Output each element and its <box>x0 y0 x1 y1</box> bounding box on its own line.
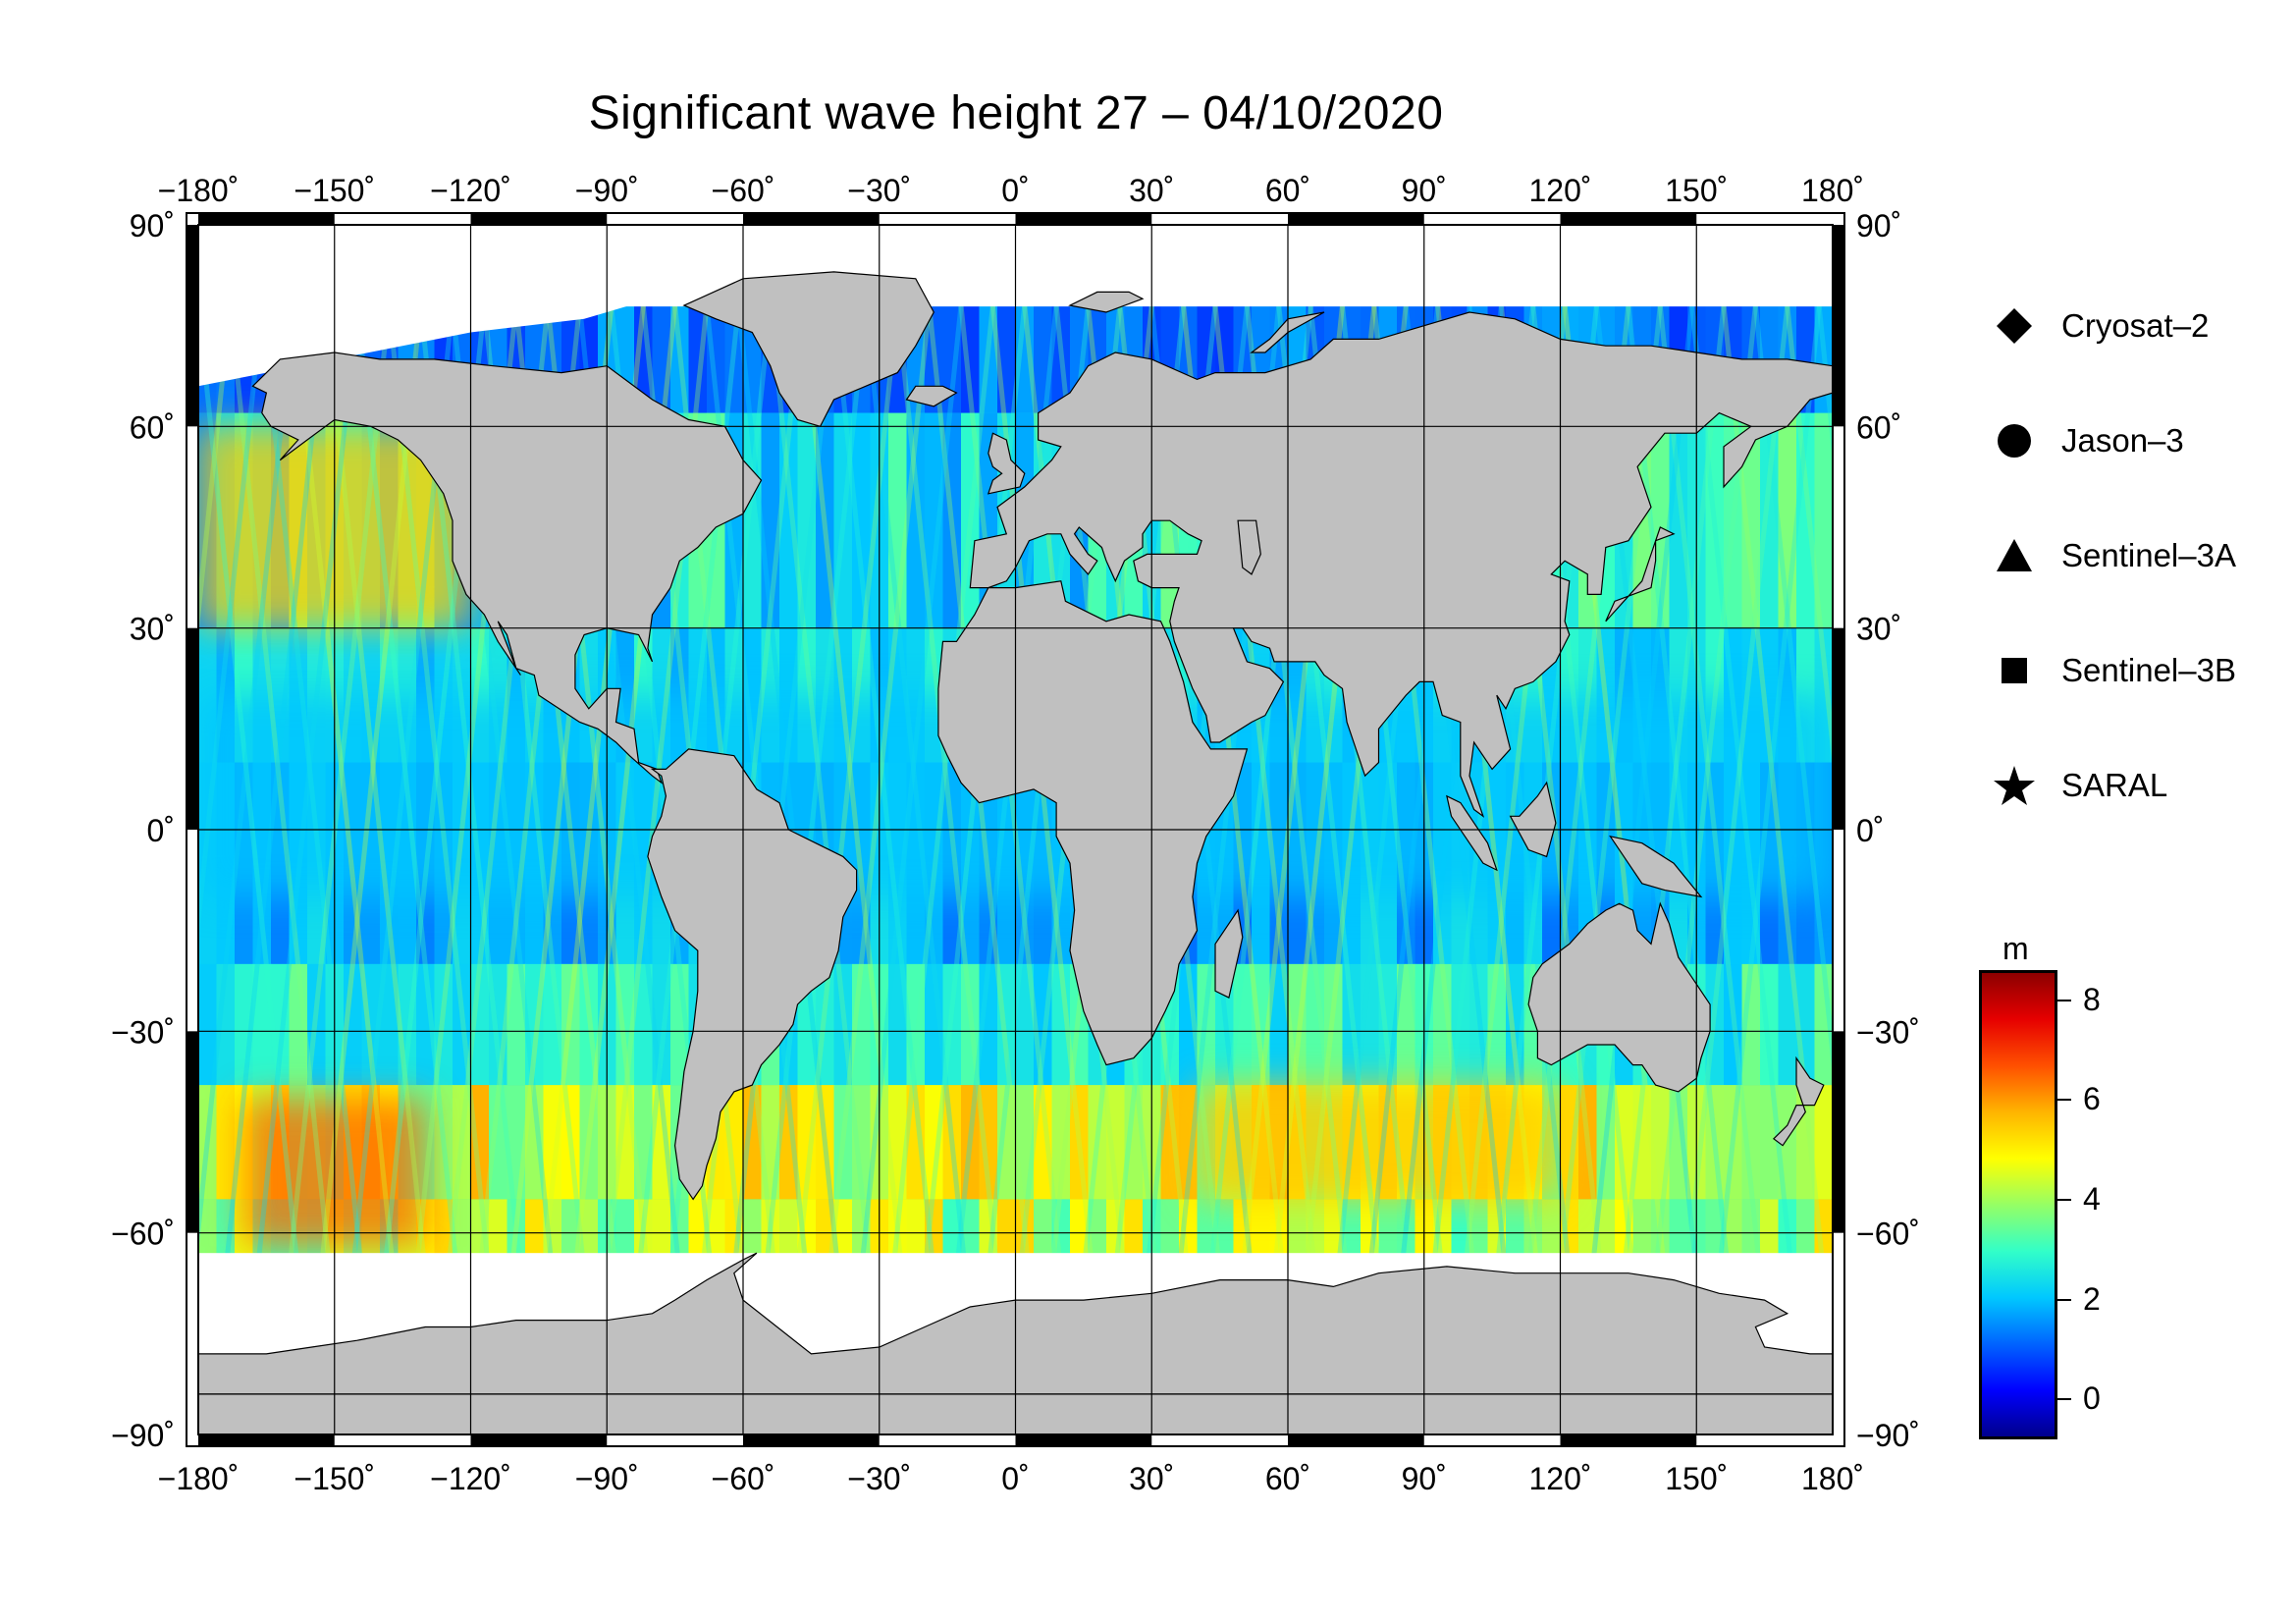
lat-tick-right: 0˚ <box>1856 813 1884 848</box>
lat-tick-right: 90˚ <box>1856 208 1901 243</box>
land-north-america <box>251 352 763 784</box>
lon-tick-bottom: −60˚ <box>712 1461 775 1496</box>
legend-item: SARAL <box>1993 756 2167 815</box>
colorbar-tick-label: 8 <box>2083 981 2101 1017</box>
lon-tick-top: 60˚ <box>1265 173 1310 208</box>
triangle-icon <box>1993 534 2036 577</box>
legend-label: Sentinel–3A <box>2061 537 2236 573</box>
lon-tick-top: 120˚ <box>1528 173 1591 208</box>
land-south-america <box>647 748 858 1201</box>
lon-tick-bottom: 150˚ <box>1665 1461 1728 1496</box>
lon-tick-top: −90˚ <box>575 173 639 208</box>
lon-tick-bottom: −150˚ <box>294 1461 375 1496</box>
lon-tick-top: 150˚ <box>1665 173 1728 208</box>
lon-tick-top: 180˚ <box>1801 173 1864 208</box>
land-arabia-gulf-caspian-placeholder <box>1237 519 1261 575</box>
colorbar-tick-mark <box>2057 1398 2071 1401</box>
legend-item: Jason–3 <box>1993 411 2184 470</box>
colorbar-unit: m <box>2002 931 2029 966</box>
land-greenland <box>682 271 934 428</box>
legend-label: Jason–3 <box>2061 422 2184 459</box>
land-japan <box>1605 526 1676 622</box>
lon-tick-bottom: −90˚ <box>575 1461 639 1496</box>
lat-tick-left: −30˚ <box>111 1014 175 1050</box>
colorbar-tick-label: 6 <box>2083 1081 2101 1117</box>
lon-tick-bottom: 0˚ <box>1001 1461 1029 1496</box>
lon-tick-bottom: 30˚ <box>1129 1461 1174 1496</box>
lon-tick-top: −180˚ <box>158 173 240 208</box>
lon-tick-bottom: −30˚ <box>847 1461 911 1496</box>
lon-tick-top: −60˚ <box>712 173 775 208</box>
lat-tick-right: −60˚ <box>1856 1217 1920 1252</box>
colorbar <box>1979 970 2057 1439</box>
land-new-zealand <box>1772 1055 1825 1147</box>
colorbar-tick-label: 0 <box>2083 1380 2101 1417</box>
lon-tick-top: 30˚ <box>1129 173 1174 208</box>
legend-item: Sentinel–3B <box>1993 641 2236 700</box>
land-svalbard <box>1068 291 1145 313</box>
land-madagascar <box>1214 908 1244 999</box>
axis-tick-labels: −180˚ −180˚ −150˚ −150˚ −120˚ −120˚ −90˚ −90˚ −6… <box>111 173 1920 1496</box>
legend-label: Cryosat–2 <box>2061 307 2210 344</box>
lat-tick-left: −60˚ <box>111 1217 175 1252</box>
lat-tick-left: −90˚ <box>111 1418 175 1453</box>
circle-icon <box>1993 419 2036 462</box>
lon-tick-top: −30˚ <box>847 173 911 208</box>
colorbar-tick-label: 2 <box>2083 1280 2101 1317</box>
legend-label: SARAL <box>2061 767 2168 803</box>
colorbar-tick-mark <box>2057 1298 2071 1301</box>
lon-tick-top: 90˚ <box>1402 173 1447 208</box>
lon-tick-bottom: 90˚ <box>1402 1461 1447 1496</box>
land-australia <box>1527 901 1711 1093</box>
lon-tick-bottom: 180˚ <box>1801 1461 1864 1496</box>
colorbar-tick-mark <box>2057 1099 2071 1102</box>
star-icon <box>1993 764 2036 807</box>
land-indonesia-borneo <box>1509 781 1557 858</box>
land-new-guinea <box>1609 835 1703 898</box>
legend-item: Sentinel–3A <box>1993 526 2236 585</box>
legend-item: Cryosat–2 <box>1993 297 2209 355</box>
lat-tick-left: 30˚ <box>130 612 175 647</box>
lat-tick-left: 90˚ <box>130 208 175 243</box>
diamond-icon <box>1993 304 2036 348</box>
land-indonesia-sumatra <box>1446 794 1498 872</box>
lat-tick-left: 0˚ <box>147 813 175 848</box>
lon-tick-bottom: 60˚ <box>1265 1461 1310 1496</box>
legend-label: Sentinel–3B <box>2061 652 2236 688</box>
colorbar-tick-label: 4 <box>2083 1180 2101 1217</box>
map-title: Significant wave height 27 – 04/10/2020 <box>588 87 1444 139</box>
graticule <box>198 225 1833 1434</box>
colorbar-tick-mark <box>2057 1198 2071 1201</box>
lon-tick-top: −150˚ <box>294 173 375 208</box>
square-icon <box>1993 649 2036 692</box>
lon-tick-bottom: −120˚ <box>430 1461 511 1496</box>
lat-tick-right: −30˚ <box>1856 1014 1920 1050</box>
lon-tick-bottom: −180˚ <box>158 1461 240 1496</box>
land-scandinavia-iceland <box>905 385 958 407</box>
lon-tick-bottom: 120˚ <box>1528 1461 1591 1496</box>
land-eurasia <box>969 311 1833 818</box>
lat-tick-right: 30˚ <box>1856 612 1901 647</box>
colorbar-tick-mark <box>2057 999 2071 1001</box>
lon-tick-top: −120˚ <box>430 173 511 208</box>
lat-tick-left: 60˚ <box>130 409 175 445</box>
map-frame <box>186 212 1845 1447</box>
lat-tick-right: 60˚ <box>1856 409 1901 445</box>
lon-tick-top: 0˚ <box>1001 173 1029 208</box>
lat-tick-right: −90˚ <box>1856 1418 1920 1453</box>
